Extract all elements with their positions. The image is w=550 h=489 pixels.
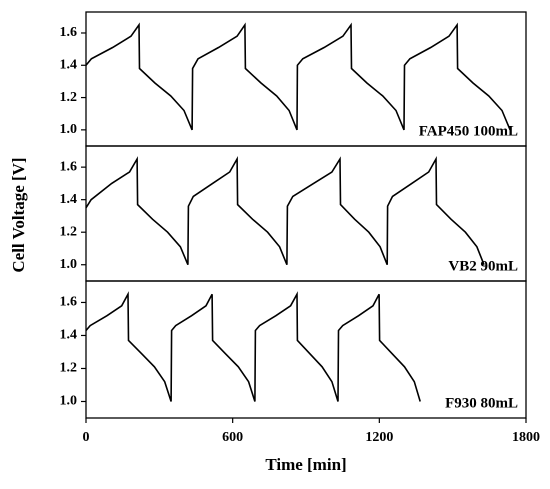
y-axis-title: Cell Voltage [V] xyxy=(9,157,28,272)
y-tick-label: 1.2 xyxy=(60,224,78,239)
y-tick-label: 1.0 xyxy=(60,394,78,409)
data-line xyxy=(85,291,421,402)
x-axis-title: Time [min] xyxy=(265,455,346,474)
y-tick-label: 1.6 xyxy=(60,25,78,40)
y-tick-label: 1.2 xyxy=(60,361,78,376)
x-tick-label: 0 xyxy=(83,430,90,445)
x-tick-label: 1800 xyxy=(512,430,540,445)
x-tick-label: 600 xyxy=(222,430,243,445)
panel-label: FAP450 100mL xyxy=(419,123,518,139)
y-tick-label: 1.6 xyxy=(60,295,78,310)
y-tick-label: 1.4 xyxy=(60,57,78,72)
data-line xyxy=(85,155,485,266)
panel-label: VB2 90mL xyxy=(448,258,518,274)
y-tick-label: 1.0 xyxy=(60,122,78,137)
panel-label: F930 80mL xyxy=(445,395,518,411)
data-line xyxy=(85,22,511,131)
panel-frame xyxy=(85,280,527,419)
y-tick-label: 1.6 xyxy=(60,159,78,174)
y-tick-label: 1.2 xyxy=(60,90,78,105)
y-tick-label: 1.0 xyxy=(60,257,78,272)
y-tick-label: 1.4 xyxy=(60,328,78,343)
x-tick-label: 1200 xyxy=(365,430,393,445)
y-tick-label: 1.4 xyxy=(60,192,78,207)
